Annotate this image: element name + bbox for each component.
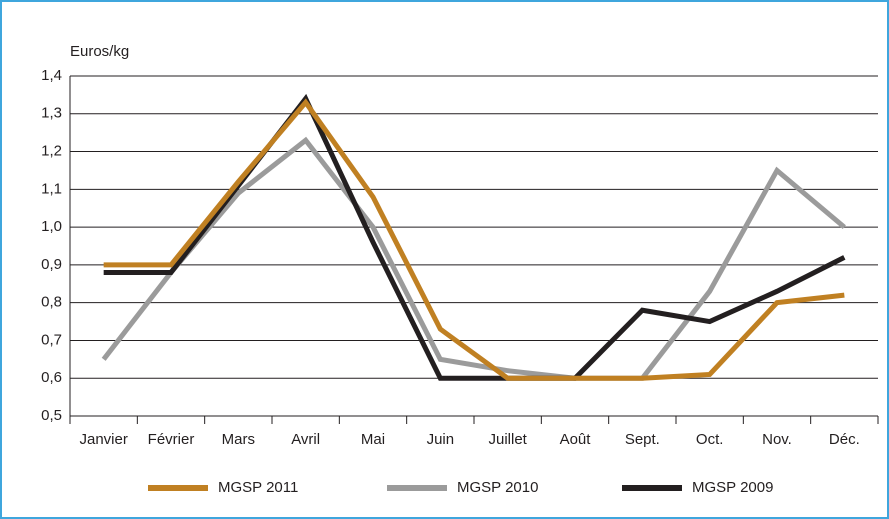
legend-label: MGSP 2009 (692, 479, 773, 496)
y-tick-label: 1,1 (41, 180, 62, 197)
x-tick-label: Juin (427, 431, 455, 448)
legend-label: MGSP 2010 (457, 479, 538, 496)
x-tick-label: Février (148, 431, 195, 448)
y-tick-label: 1,2 (41, 143, 62, 160)
line-series (101, 136, 846, 381)
x-tick-label: Août (560, 431, 592, 448)
x-tick-label: Sept. (625, 431, 660, 448)
legend-label: MGSP 2011 (218, 479, 298, 496)
line-series (103, 93, 846, 381)
x-tick-label: Nov. (762, 431, 792, 448)
x-tick-label: Avril (291, 431, 320, 448)
y-tick-label: 1,0 (41, 218, 62, 235)
y-tick-label: 0,7 (41, 331, 62, 348)
x-tick-label: Janvier (79, 431, 127, 448)
x-tick-label: Juillet (488, 431, 527, 448)
y-tick-label: 1,4 (41, 67, 62, 84)
y-axis-label: Euros/kg (70, 43, 129, 60)
x-tick-label: Mai (361, 431, 385, 448)
y-tick-label: 0,5 (41, 407, 62, 424)
x-tick-label: Mars (222, 431, 255, 448)
y-tick-label: 0,9 (41, 256, 62, 273)
y-tick-label: 1,3 (41, 105, 62, 122)
line-series (103, 98, 845, 381)
y-tick-label: 0,8 (41, 294, 62, 311)
y-tick-label: 0,6 (41, 369, 62, 386)
x-tick-label: Déc. (829, 431, 860, 448)
x-tick-label: Oct. (696, 431, 724, 448)
